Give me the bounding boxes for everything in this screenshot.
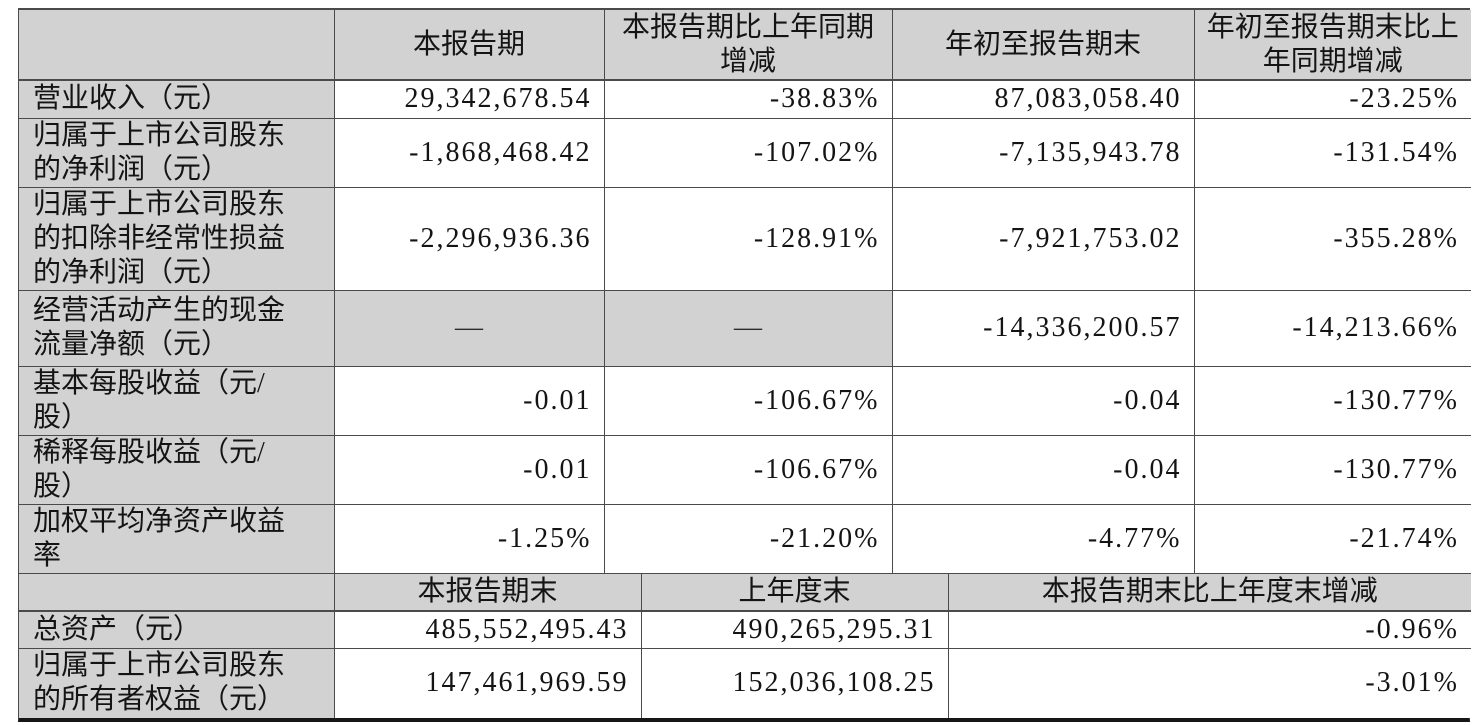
cell-value: 29,342,678.54 (334, 80, 605, 119)
table-row-operating-cash-flow: 经营活动产生的现金流量净额（元） — — -14,336,200.57 -14,… (19, 290, 1471, 367)
row-label: 稀释每股收益（元/股） (19, 435, 335, 505)
cell-value: -0.01 (334, 435, 605, 505)
cell-value: 490,265,295.31 (641, 610, 949, 649)
column-header-current-period: 本报告期 (334, 10, 605, 81)
cell-value: -4.77% (892, 504, 1195, 574)
column-header-year-to-date-yoy-change: 年初至报告期末比上年同期增减 (1194, 10, 1471, 81)
cell-value: 87,083,058.40 (892, 80, 1195, 119)
table-row-operating-revenue: 营业收入（元） 29,342,678.54 -38.83% 87,083,058… (19, 80, 1471, 119)
cell-value: -21.20% (604, 504, 893, 574)
cell-value: -106.67% (604, 366, 893, 436)
table-row-weighted-avg-roe: 加权平均净资产收益率 -1.25% -21.20% -4.77% -21.74% (19, 504, 1471, 574)
column-header-prior-year-end: 上年度末 (641, 573, 949, 612)
cell-not-applicable: — (604, 290, 893, 367)
cell-value: -2,296,936.36 (334, 187, 605, 291)
column-header-period-end: 本报告期末 (334, 573, 642, 612)
quarterly-metrics-table: 本报告期 本报告期比上年同期增减 年初至报告期末 年初至报告期末比上年同期增减 … (19, 10, 1471, 574)
cell-value: -355.28% (1194, 187, 1471, 291)
row-label: 营业收入（元） (19, 80, 335, 119)
cell-value: -0.04 (892, 435, 1195, 505)
column-header-change-vs-prior-year-end: 本报告期末比上年度末增减 (948, 573, 1471, 612)
cell-not-applicable: — (334, 290, 605, 367)
table-row-equity-attributable-to-shareholders: 归属于上市公司股东的所有者权益（元） 147,461,969.59 152,03… (19, 648, 1471, 718)
row-label: 加权平均净资产收益率 (19, 504, 335, 574)
cell-value: -130.77% (1194, 435, 1471, 505)
cell-value: 147,461,969.59 (334, 648, 642, 718)
row-label: 总资产（元） (19, 610, 335, 649)
column-header-year-to-date: 年初至报告期末 (892, 10, 1195, 81)
table-row-diluted-eps: 稀释每股收益（元/股） -0.01 -106.67% -0.04 -130.77… (19, 435, 1471, 505)
corner-cell (19, 10, 335, 81)
cell-value: -7,135,943.78 (892, 118, 1195, 188)
row-label: 归属于上市公司股东的净利润（元） (19, 118, 335, 188)
cell-value: -3.01% (948, 648, 1471, 718)
subheader-row: 本报告期末 上年度末 本报告期末比上年度末增减 (19, 573, 1471, 612)
cell-value: -14,213.66% (1194, 290, 1471, 367)
cell-value: -0.01 (334, 366, 605, 436)
cell-value: 485,552,495.43 (334, 610, 642, 649)
cell-value: 152,036,108.25 (641, 648, 949, 718)
cell-value: -130.77% (1194, 366, 1471, 436)
row-label: 经营活动产生的现金流量净额（元） (19, 290, 335, 367)
cell-value: -23.25% (1194, 80, 1471, 119)
cell-value: -128.91% (604, 187, 893, 291)
cell-value: -1,868,468.42 (334, 118, 605, 188)
cell-value: -21.74% (1194, 504, 1471, 574)
table-row-total-assets: 总资产（元） 485,552,495.43 490,265,295.31 -0.… (19, 610, 1471, 649)
row-label: 归属于上市公司股东的扣除非经常性损益的净利润（元） (19, 187, 335, 291)
cell-value: -7,921,753.02 (892, 187, 1195, 291)
cell-value: -107.02% (604, 118, 893, 188)
cell-value: -0.04 (892, 366, 1195, 436)
cell-value: -106.67% (604, 435, 893, 505)
table-row-net-profit: 归属于上市公司股东的净利润（元） -1,868,468.42 -107.02% … (19, 118, 1471, 188)
column-header-current-period-yoy-change: 本报告期比上年同期增减 (604, 10, 893, 81)
financial-summary-table: 本报告期 本报告期比上年同期增减 年初至报告期末 年初至报告期末比上年同期增减 … (18, 8, 1471, 722)
header-row: 本报告期 本报告期比上年同期增减 年初至报告期末 年初至报告期末比上年同期增减 (19, 10, 1471, 81)
period-end-metrics-table: 本报告期末 上年度末 本报告期末比上年度末增减 总资产（元） 485,552,4… (19, 573, 1471, 718)
table-row-net-profit-excl-nonrecurring: 归属于上市公司股东的扣除非经常性损益的净利润（元） -2,296,936.36 … (19, 187, 1471, 291)
cell-value: -0.96% (948, 610, 1471, 649)
table-row-basic-eps: 基本每股收益（元/股） -0.01 -106.67% -0.04 -130.77… (19, 366, 1471, 436)
row-label: 归属于上市公司股东的所有者权益（元） (19, 648, 335, 718)
cell-value: -38.83% (604, 80, 893, 119)
row-label: 基本每股收益（元/股） (19, 366, 335, 436)
cell-value: -1.25% (334, 504, 605, 574)
corner-cell (19, 573, 335, 612)
cell-value: -14,336,200.57 (892, 290, 1195, 367)
cell-value: -131.54% (1194, 118, 1471, 188)
